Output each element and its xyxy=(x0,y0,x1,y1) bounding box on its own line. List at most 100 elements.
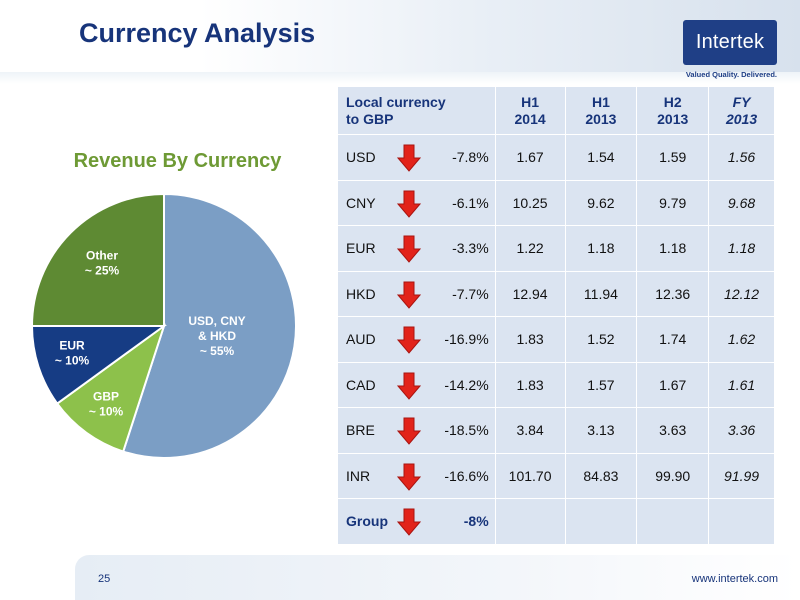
table-row: CAD -14.2% 1.83 1.57 1.67 1.61 xyxy=(337,361,775,408)
table-row: INR -16.6% 101.70 84.83 99.90 91.99 xyxy=(337,452,775,499)
currency-code: HKD xyxy=(337,270,396,317)
header-h1-2014: H1 2014 xyxy=(494,86,566,135)
currency-code: EUR xyxy=(337,225,396,272)
fy-2013-value: 3.36 xyxy=(708,407,775,454)
h1-2014-value: 3.84 xyxy=(494,407,566,454)
group-change-cell: -8% xyxy=(395,498,496,545)
group-down-arrow-icon xyxy=(397,508,422,536)
h2-2013-value: 1.59 xyxy=(636,134,710,181)
table-row: AUD -16.9% 1.83 1.52 1.74 1.62 xyxy=(337,316,775,363)
change-value: -3.3% xyxy=(452,240,489,257)
fy-2013-value: 91.99 xyxy=(708,452,775,499)
empty-cell xyxy=(564,498,638,545)
down-arrow-icon xyxy=(397,190,422,218)
fy-2013-value: 1.56 xyxy=(708,134,775,181)
pie-slice xyxy=(30,192,165,327)
change-cell: -3.3% xyxy=(395,225,496,272)
pie-slice-label: Other ~ 25% xyxy=(85,249,120,278)
h1-2013-value: 1.54 xyxy=(564,134,638,181)
table-header-row: Local currency to GBP H1 2014 H1 2013 H2 20… xyxy=(337,86,775,135)
change-value: -16.6% xyxy=(444,467,489,484)
h1-2013-value: 1.18 xyxy=(564,225,638,272)
h2-2013-value: 3.63 xyxy=(636,407,710,454)
h2-2013-value: 99.90 xyxy=(636,452,710,499)
h1-2013-value: 1.52 xyxy=(564,316,638,363)
down-arrow-icon xyxy=(397,463,422,491)
change-cell: -6.1% xyxy=(395,179,496,226)
currency-code: BRE xyxy=(337,407,396,454)
empty-cell xyxy=(494,498,566,545)
header-fade xyxy=(0,72,800,84)
logo-tagline: Valued Quality. Delivered. xyxy=(685,70,777,79)
group-label: Group xyxy=(337,498,396,545)
h1-2014-value: 12.94 xyxy=(494,270,566,317)
change-value: -14.2% xyxy=(444,376,489,393)
change-value: -16.9% xyxy=(444,331,489,348)
currency-code: AUD xyxy=(337,316,396,363)
change-cell: -7.7% xyxy=(395,270,496,317)
currency-code: INR xyxy=(337,452,396,499)
header-fy-2013: FY 2013 xyxy=(708,86,775,135)
h1-2014-value: 10.25 xyxy=(494,179,566,226)
currency-code: CNY xyxy=(337,179,396,226)
header-h2-2013: H2 2013 xyxy=(636,86,710,135)
pie-slice-label: USD, CNY & HKD ~ 55% xyxy=(188,314,245,358)
change-cell: -16.9% xyxy=(395,316,496,363)
page-number: 25 xyxy=(98,573,111,585)
pie-chart-title: Revenue By Currency xyxy=(73,150,282,172)
table-row: HKD -7.7% 12.94 11.94 12.36 12.12 xyxy=(337,270,775,317)
h1-2014-value: 1.83 xyxy=(494,361,566,408)
change-cell: -18.5% xyxy=(395,407,496,454)
header-h1-2013: H1 2013 xyxy=(564,86,638,135)
down-arrow-icon xyxy=(397,417,422,445)
change-cell: -14.2% xyxy=(395,361,496,408)
logo-text: Intertek xyxy=(695,31,765,53)
fy-2013-value: 1.61 xyxy=(708,361,775,408)
change-cell: -16.6% xyxy=(395,452,496,499)
empty-cell xyxy=(708,498,775,545)
footer-band xyxy=(75,555,800,600)
pie-slice xyxy=(121,192,297,459)
currency-table: Local currency to GBP H1 2014 H1 2013 H2 20… xyxy=(337,86,775,545)
revenue-pie-chart: USD, CNY & HKD ~ 55% GBP ~ 10% EUR ~ 10% Other ~… xyxy=(30,192,297,459)
table-row: CNY -6.1% 10.25 9.62 9.79 9.68 xyxy=(337,179,775,226)
empty-cell xyxy=(636,498,710,545)
change-value: -7.8% xyxy=(452,149,489,166)
intertek-logo: Intertek xyxy=(683,20,777,65)
website-url: www.intertek.com xyxy=(691,573,778,585)
group-change-value: -8% xyxy=(463,513,489,530)
h1-2013-value: 1.57 xyxy=(564,361,638,408)
change-value: -18.5% xyxy=(444,422,489,439)
pie-slice xyxy=(30,325,168,405)
table-row: EUR -3.3% 1.22 1.18 1.18 1.18 xyxy=(337,225,775,272)
down-arrow-icon xyxy=(397,372,422,400)
pie-slice-label: GBP ~ 10% xyxy=(89,390,124,419)
down-arrow-icon xyxy=(397,326,422,354)
h1-2013-value: 9.62 xyxy=(564,179,638,226)
fy-2013-value: 12.12 xyxy=(708,270,775,317)
group-row: Group -8% xyxy=(337,498,775,545)
change-value: -6.1% xyxy=(452,194,489,211)
h2-2013-value: 9.79 xyxy=(636,179,710,226)
h1-2014-value: 1.22 xyxy=(494,225,566,272)
fy-2013-value: 1.18 xyxy=(708,225,775,272)
change-cell: -7.8% xyxy=(395,134,496,181)
fy-2013-value: 1.62 xyxy=(708,316,775,363)
table-row: USD -7.8% 1.67 1.54 1.59 1.56 xyxy=(337,134,775,181)
table-row: BRE -18.5% 3.84 3.13 3.63 3.36 xyxy=(337,407,775,454)
h1-2013-value: 84.83 xyxy=(564,452,638,499)
pie-slice-label: EUR ~ 10% xyxy=(55,339,90,368)
h1-2014-value: 101.70 xyxy=(494,452,566,499)
header-local-currency: Local currency to GBP xyxy=(337,86,496,135)
down-arrow-icon xyxy=(397,144,422,172)
h1-2013-value: 3.13 xyxy=(564,407,638,454)
h2-2013-value: 1.74 xyxy=(636,316,710,363)
currency-code: CAD xyxy=(337,361,396,408)
h1-2013-value: 11.94 xyxy=(564,270,638,317)
pie-slice xyxy=(55,323,166,453)
slide-title: Currency Analysis xyxy=(79,18,316,48)
currency-code: USD xyxy=(337,134,396,181)
h1-2014-value: 1.67 xyxy=(494,134,566,181)
h2-2013-value: 1.67 xyxy=(636,361,710,408)
h2-2013-value: 12.36 xyxy=(636,270,710,317)
